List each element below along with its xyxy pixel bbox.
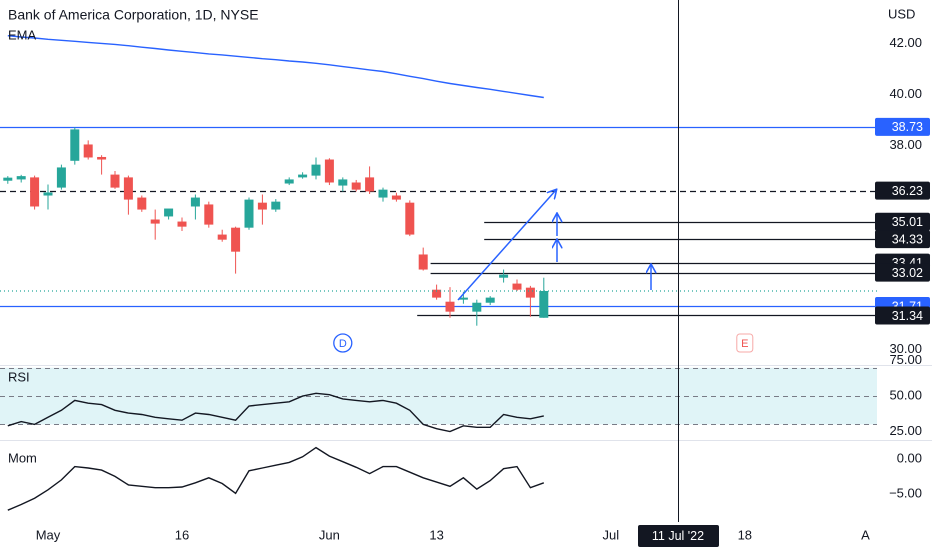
candle-body (244, 199, 254, 228)
event-label: E (741, 338, 748, 350)
y-tick-label: 75.00 (889, 352, 922, 367)
candle-body (311, 164, 321, 176)
candle-body (351, 182, 361, 190)
candle-body (231, 227, 241, 252)
x-tick-label: May (36, 527, 61, 542)
x-tick-label: 18 (738, 527, 752, 542)
trend-arrow (457, 190, 556, 301)
rsi-pane (0, 367, 877, 433)
candle-body (472, 302, 482, 312)
candle-body (110, 174, 120, 188)
indicator-line (7, 392, 544, 433)
price-pane (0, 35, 877, 326)
candle-body (83, 144, 93, 158)
candle-body (137, 197, 147, 210)
y-tick-label: 30.00 (889, 341, 922, 356)
y-tick-label: 42.00 (889, 35, 922, 50)
price-label: 33.02 (892, 266, 923, 280)
x-tick-label: A (861, 527, 870, 542)
candle-body (217, 234, 227, 240)
price-label-box (875, 263, 930, 282)
candle-body (485, 297, 495, 303)
price-label: 34.33 (892, 232, 923, 246)
candle-body (512, 283, 522, 290)
candle-body (204, 204, 214, 225)
y-tick-label: 0.00 (897, 450, 922, 465)
chart-title: Bank of America Corporation, 1D, NYSE (8, 7, 259, 23)
candle-body (150, 219, 160, 224)
price-label: 38.73 (892, 120, 923, 134)
price-label-box (875, 117, 930, 136)
candle-body (3, 177, 13, 181)
candle-body (70, 129, 80, 161)
candle-body (432, 289, 442, 298)
candle-body (97, 156, 107, 160)
candle-body (190, 197, 200, 207)
candle-body (539, 290, 549, 318)
price-label-box (875, 181, 930, 200)
candle-body (458, 297, 468, 300)
candle-body (271, 201, 281, 210)
candle-body (43, 192, 53, 196)
price-label-box (875, 306, 930, 325)
legend-entry: EMA (8, 27, 37, 42)
price-label-box (875, 230, 930, 249)
x-tick-label: 16 (175, 527, 189, 542)
crosshair-label: 11 Jul '22 (652, 529, 704, 543)
y-tick-label: 40.00 (889, 86, 922, 101)
y-tick-label: 25.00 (889, 423, 922, 438)
price-label: 36.23 (892, 184, 923, 198)
candle-body (177, 221, 187, 227)
x-tick-label: Jul (602, 527, 619, 542)
candle-body (499, 274, 509, 278)
candle-body (365, 177, 375, 192)
candle-body (56, 167, 66, 188)
event-marker (736, 333, 754, 353)
rsi-band (0, 367, 877, 425)
candle-body (391, 195, 401, 200)
pane-title: Mom (8, 450, 37, 465)
candle-body (257, 202, 267, 210)
mom-pane (7, 446, 545, 511)
x-tick-label: 13 (429, 527, 443, 542)
candle-body (298, 174, 308, 178)
price-label: 31.34 (892, 309, 923, 323)
event-label: D (339, 338, 347, 350)
candle-body (338, 179, 348, 186)
drawings (457, 190, 651, 301)
event-marker (333, 333, 353, 353)
pane-title: RSI (8, 369, 30, 384)
indicator-line (7, 446, 545, 511)
y-tick-label: 50.00 (889, 388, 922, 403)
candle-body (378, 189, 388, 198)
price-label-box (875, 212, 930, 231)
candle-body (30, 177, 40, 207)
candle-body (284, 179, 294, 184)
candle-body (525, 287, 535, 298)
candle-body (324, 159, 334, 183)
y-tick-label: 38.00 (889, 137, 922, 152)
candle-body (405, 202, 415, 235)
crosshair-label-box (638, 525, 719, 547)
candle-body (445, 301, 455, 312)
y-tick-label: −5.00 (889, 485, 922, 500)
candle-body (123, 177, 133, 200)
candle-body (16, 176, 26, 180)
price-label: 35.01 (892, 215, 923, 229)
candle-body (418, 254, 428, 270)
currency: USD (888, 6, 915, 21)
x-tick-label: Jun (319, 527, 340, 542)
candle-body (164, 208, 174, 217)
ema-line (7, 35, 544, 99)
